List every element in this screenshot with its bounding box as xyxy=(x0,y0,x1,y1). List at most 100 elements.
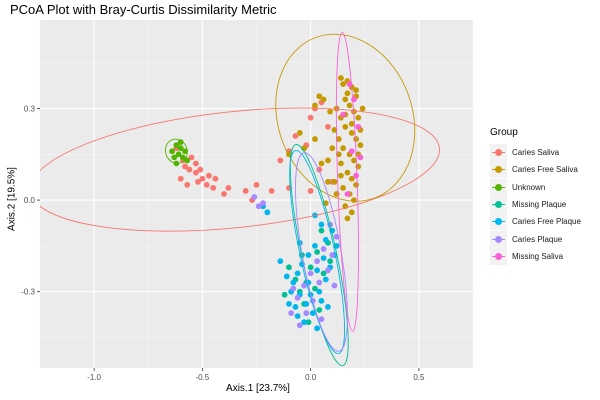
legend-key xyxy=(490,230,507,248)
data-point xyxy=(340,184,346,191)
data-point xyxy=(294,270,301,277)
data-point xyxy=(212,175,219,182)
data-point xyxy=(296,130,303,136)
data-point xyxy=(184,157,191,164)
data-point xyxy=(316,93,323,100)
data-point xyxy=(348,120,355,127)
x-tick-label: -0.5 xyxy=(195,373,209,382)
confidence-ellipse xyxy=(275,33,416,202)
data-point xyxy=(277,258,284,265)
y-tick-label: 0.0 xyxy=(24,196,36,205)
data-point xyxy=(221,191,227,197)
data-point xyxy=(307,114,314,121)
data-point xyxy=(192,160,199,167)
legend-item: Unknown xyxy=(490,178,598,196)
data-point xyxy=(348,175,355,182)
data-point xyxy=(268,188,275,194)
legend-label: Caries Free Saliva xyxy=(512,165,578,175)
data-point xyxy=(312,285,318,292)
data-point xyxy=(335,136,342,142)
data-point xyxy=(260,200,266,207)
y-tick-label: -0.3 xyxy=(21,288,35,297)
data-point xyxy=(355,123,362,130)
confidence-ellipse xyxy=(289,144,349,367)
data-point xyxy=(331,178,338,185)
data-point xyxy=(318,297,325,304)
data-point xyxy=(353,136,359,142)
data-point xyxy=(292,304,299,310)
data-point xyxy=(175,151,182,158)
y-tick-label: 0.3 xyxy=(24,105,36,114)
data-point xyxy=(312,102,318,109)
data-point xyxy=(316,279,323,286)
data-point xyxy=(203,181,210,188)
x-tick-label: 0.0 xyxy=(305,373,317,382)
legend-key-dot xyxy=(495,149,502,157)
data-point xyxy=(305,252,312,258)
legend-key xyxy=(490,178,507,196)
series-caries-plaque xyxy=(251,194,340,329)
data-point xyxy=(286,300,292,307)
data-point xyxy=(344,90,351,97)
data-point xyxy=(251,194,258,200)
legend-key-dot xyxy=(495,166,502,174)
legend-key xyxy=(490,247,507,265)
data-point xyxy=(296,322,303,329)
data-point xyxy=(316,307,323,313)
data-point xyxy=(348,130,355,136)
data-point xyxy=(348,209,355,216)
data-point xyxy=(342,123,349,130)
data-point xyxy=(182,163,188,170)
data-point xyxy=(182,148,188,155)
confidence-ellipse xyxy=(164,138,188,164)
data-point xyxy=(314,267,321,274)
legend-label: Caries Plaque xyxy=(512,234,563,244)
data-point xyxy=(318,316,325,323)
data-layer xyxy=(40,31,440,367)
data-point xyxy=(344,169,351,176)
legend-key xyxy=(490,144,507,162)
legend-label: Caries Saliva xyxy=(512,148,560,158)
data-point xyxy=(344,215,351,222)
data-point xyxy=(292,133,299,139)
data-point xyxy=(314,325,321,332)
legend-item: Missing Saliva xyxy=(490,247,598,265)
confidence-ellipse xyxy=(40,107,440,232)
data-point xyxy=(329,252,336,258)
data-point xyxy=(303,310,310,316)
data-point xyxy=(359,105,366,112)
data-point xyxy=(331,282,338,289)
data-point xyxy=(197,166,204,173)
data-point xyxy=(199,175,206,182)
legend-label: Missing Saliva xyxy=(512,251,564,261)
data-point xyxy=(305,319,312,326)
legend-key-dot xyxy=(495,201,502,209)
legend-label: Caries Free Plaque xyxy=(512,217,581,227)
data-point xyxy=(314,249,321,255)
data-point xyxy=(327,258,334,265)
legend-key xyxy=(490,196,507,214)
data-point xyxy=(307,188,314,194)
legend-key-dot xyxy=(495,235,502,243)
data-point xyxy=(177,175,184,182)
x-tick-label: 0.5 xyxy=(413,373,425,382)
data-point xyxy=(290,285,297,292)
data-point xyxy=(340,111,346,118)
data-point xyxy=(322,276,329,283)
data-point xyxy=(322,236,329,243)
data-point xyxy=(351,157,357,164)
series-unknown xyxy=(169,139,191,167)
legend-item: Caries Saliva xyxy=(490,144,598,162)
chart-title: PCoA Plot with Bray-Curtis Dissimilarity… xyxy=(10,2,277,17)
data-point xyxy=(340,81,346,88)
data-point xyxy=(318,160,325,167)
data-point xyxy=(320,96,327,103)
data-point xyxy=(355,114,362,121)
data-point xyxy=(338,160,344,167)
legend-item: Missing Plaque xyxy=(490,196,598,214)
data-point xyxy=(327,108,334,115)
data-point xyxy=(186,166,193,173)
legend-key xyxy=(490,161,507,179)
